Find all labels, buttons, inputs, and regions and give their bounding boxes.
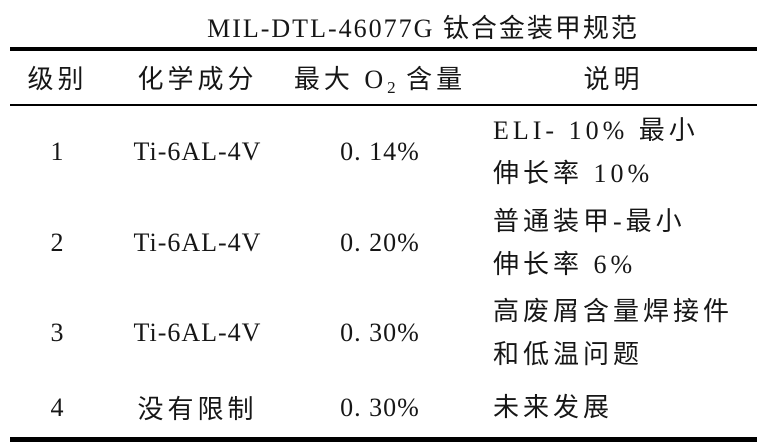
spec-table: 级别 化学成分 最大 O2 含量 说明 1 Ti-6AL-4V 0. 14% E… xyxy=(10,47,757,442)
desc-line-2: 伸长率 6% xyxy=(493,250,637,279)
cell-max-o2: 0. 30% xyxy=(340,392,420,422)
o2-subscript: 2 xyxy=(387,78,396,97)
max-o2-prefix: 最大 O xyxy=(293,65,388,94)
cell-composition: 没有限制 xyxy=(137,395,258,424)
desc-line-1: ELI- 10% 最小 xyxy=(493,116,699,145)
desc-line-2: 和低温问题 xyxy=(493,340,644,369)
table-row: 1 Ti-6AL-4V 0. 14% ELI- 10% 最小 伸长率 10% xyxy=(10,106,757,198)
cell-grade: 2 xyxy=(50,228,65,257)
cell-max-o2: 0. 14% xyxy=(340,137,420,166)
desc-line-1: 未来发展 xyxy=(493,393,614,422)
cell-grade: 1 xyxy=(50,137,65,166)
desc-line-1: 普通装甲-最小 xyxy=(493,207,686,236)
header-cell-max-o2: 最大 O2 含量 xyxy=(290,59,470,97)
cell-max-o2: 0. 30% xyxy=(340,318,420,347)
table-header-row: 级别 化学成分 最大 O2 含量 说明 xyxy=(10,51,757,106)
cell-description: 高废屑含量焊接件 和低温问题 xyxy=(470,290,757,376)
cell-description: 未来发展 xyxy=(470,386,757,429)
cell-composition: Ti-6AL-4V xyxy=(133,137,262,166)
header-cell-composition: 化学成分 xyxy=(137,65,258,94)
cell-composition: Ti-6AL-4V xyxy=(133,228,262,257)
header-cell-description: 说明 xyxy=(583,65,644,94)
cell-grade: 3 xyxy=(50,318,65,347)
desc-line-1: 高废屑含量焊接件 xyxy=(493,297,734,326)
max-o2-suffix: 含量 xyxy=(395,65,467,94)
table-row: 3 Ti-6AL-4V 0. 30% 高废屑含量焊接件 和低温问题 xyxy=(10,288,757,378)
cell-grade: 4 xyxy=(50,392,65,422)
header-cell-grade: 级别 xyxy=(27,65,88,94)
table-row: 2 Ti-6AL-4V 0. 20% 普通装甲-最小 伸长率 6% xyxy=(10,198,757,288)
cell-max-o2: 0. 20% xyxy=(340,228,420,257)
desc-line-2: 伸长率 10% xyxy=(493,159,654,188)
cell-description: ELI- 10% 最小 伸长率 10% xyxy=(470,109,757,195)
cell-composition: Ti-6AL-4V xyxy=(133,318,262,347)
table-row: 4 没有限制 0. 30% 未来发展 xyxy=(10,378,757,437)
cell-description: 普通装甲-最小 伸长率 6% xyxy=(470,200,757,286)
page-title: MIL-DTL-46077G 钛合金装甲规范 xyxy=(207,14,639,43)
